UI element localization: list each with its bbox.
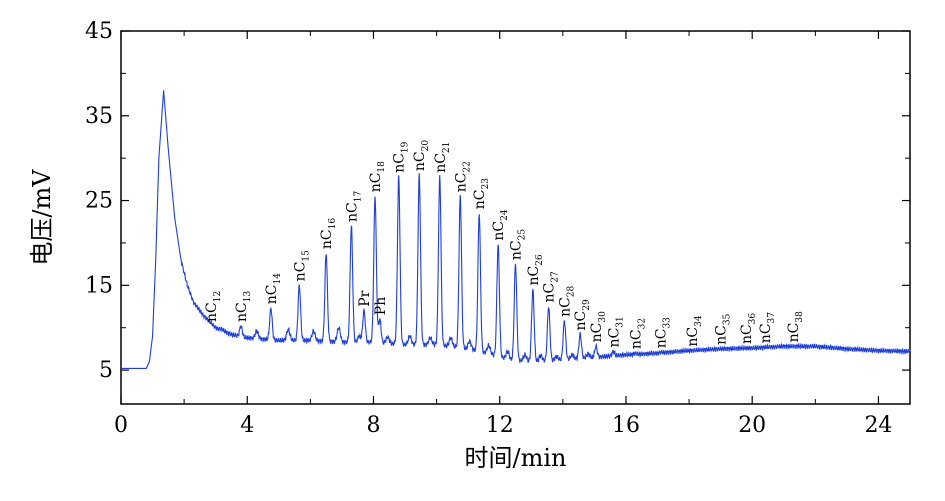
peak-label: nC35 — [714, 313, 733, 344]
peak-label: nC30 — [589, 311, 608, 342]
y-tick-label: 25 — [85, 189, 113, 214]
peak-label: nC27 — [542, 271, 561, 302]
y-axis-title: 电压/mV — [28, 169, 56, 266]
peak-label: Ph — [373, 297, 389, 315]
peak-label: nC20 — [412, 140, 431, 171]
peak-label: nC31 — [606, 316, 625, 347]
peak-label: nC33 — [654, 317, 673, 348]
peak-label: nC14 — [264, 273, 283, 304]
peak-labels: nC12 nC13 nC14 nC15 nC16 nC17 Pr nC18 Ph nC19nC20… — [204, 140, 805, 349]
x-tick-label: 8 — [366, 413, 380, 438]
peak-label: nC23 — [472, 178, 491, 209]
peak-label: nC25 — [509, 229, 528, 260]
x-tick-label: 16 — [612, 413, 640, 438]
peak-label: nC36 — [739, 313, 758, 344]
peak-label: nC21 — [433, 142, 452, 173]
x-axis: 0 4 8 12 16 20 24 — [114, 31, 892, 438]
peak-label: nC26 — [526, 254, 545, 285]
peak-label: nC12 — [204, 291, 223, 322]
peak-label: nC32 — [628, 318, 647, 349]
y-tick-label: 5 — [99, 358, 113, 383]
peak-label: nC28 — [557, 285, 576, 316]
x-tick-label: 4 — [240, 413, 254, 438]
peak-label: nC22 — [453, 161, 472, 192]
x-axis-title: 时间/min — [465, 444, 567, 472]
x-tick-label: 0 — [114, 413, 128, 438]
peak-label: nC13 — [234, 291, 253, 322]
y-axis: 5 15 25 35 45 — [85, 19, 910, 383]
x-tick-label: 24 — [864, 413, 892, 438]
signal-line — [121, 90, 911, 369]
peak-label: nC17 — [344, 191, 363, 222]
peak-label: nC37 — [758, 312, 777, 343]
peak-label: nC19 — [392, 141, 411, 172]
peak-label: nC18 — [368, 161, 387, 192]
y-tick-label: 35 — [85, 104, 113, 129]
y-tick-label: 45 — [85, 19, 113, 44]
x-tick-label: 20 — [738, 413, 766, 438]
peak-label: nC38 — [786, 311, 805, 342]
peak-label: nC16 — [319, 218, 338, 249]
x-tick-label: 12 — [486, 413, 514, 438]
peak-label: nC34 — [685, 315, 704, 346]
peak-label: nC15 — [292, 250, 311, 281]
y-tick-label: 15 — [85, 273, 113, 298]
peak-label: Pr — [357, 290, 373, 306]
peak-label: nC24 — [491, 209, 510, 240]
plot-frame — [120, 30, 911, 405]
peak-label: nC29 — [573, 299, 592, 330]
plot-border — [120, 30, 911, 405]
